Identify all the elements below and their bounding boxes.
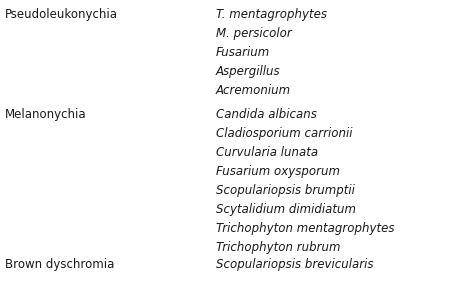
Text: Curvularia lunata: Curvularia lunata [216, 146, 318, 159]
Text: Fusarium oxysporum: Fusarium oxysporum [216, 165, 340, 178]
Text: Fusarium: Fusarium [216, 46, 270, 59]
Text: Melanonychia: Melanonychia [5, 108, 86, 121]
Text: Scopulariopsis brumptii: Scopulariopsis brumptii [216, 184, 355, 197]
Text: Cladiosporium carrionii: Cladiosporium carrionii [216, 127, 352, 140]
Text: T. mentagrophytes: T. mentagrophytes [216, 8, 327, 21]
Text: Scopulariopsis brevicularis: Scopulariopsis brevicularis [216, 258, 373, 271]
Text: M. persicolor: M. persicolor [216, 27, 292, 40]
Text: Trichophyton rubrum: Trichophyton rubrum [216, 241, 340, 254]
Text: Pseudoleukonychia: Pseudoleukonychia [5, 8, 118, 21]
Text: Acremonium: Acremonium [216, 84, 291, 97]
Text: Candida albicans: Candida albicans [216, 108, 317, 121]
Text: Aspergillus: Aspergillus [216, 65, 280, 78]
Text: Trichophyton mentagrophytes: Trichophyton mentagrophytes [216, 222, 394, 235]
Text: Scytalidium dimidiatum: Scytalidium dimidiatum [216, 203, 356, 216]
Text: Brown dyschromia: Brown dyschromia [5, 258, 114, 271]
